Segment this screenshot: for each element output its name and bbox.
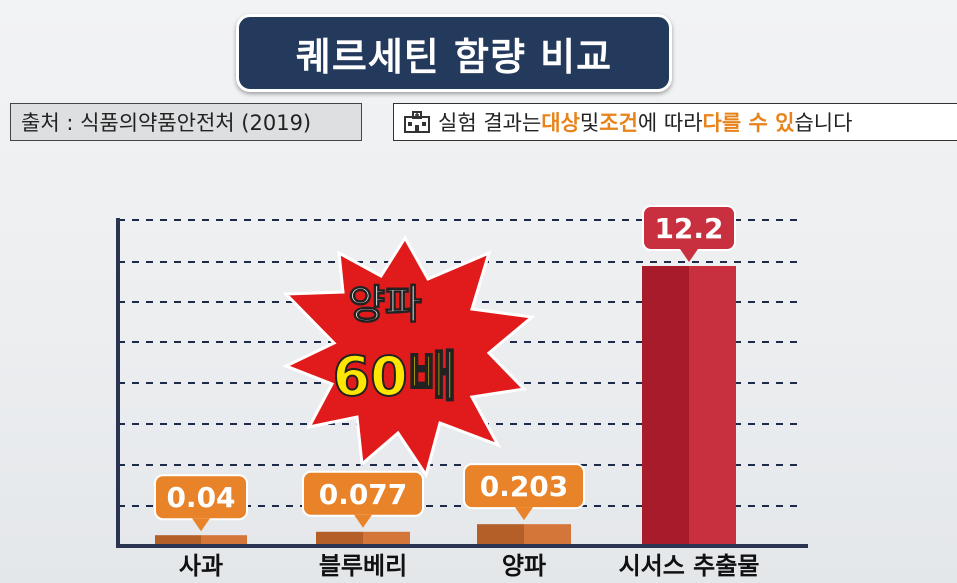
value-label: 0.077	[319, 478, 408, 511]
note-part: 실험 결과는	[438, 111, 542, 135]
note-part: 에 따라	[637, 111, 703, 135]
starburst-text-line2: 60배	[333, 345, 458, 408]
bar	[689, 266, 736, 544]
bar	[316, 531, 363, 544]
value-label: 12.2	[654, 212, 723, 245]
value-label-pointer	[680, 249, 698, 262]
source-label: 출처 : 식품의약품안전처 (2019)	[10, 103, 362, 141]
value-label-pointer	[354, 514, 372, 528]
value-label-pointer	[192, 518, 210, 532]
note-part-highlight: 조건	[599, 111, 638, 135]
value-label: 0.203	[480, 470, 569, 503]
value-label: 0.04	[166, 481, 235, 514]
note-part: 및	[579, 111, 600, 135]
note-part-highlight: 대상	[541, 111, 580, 135]
chart-title: 퀘르세틴 함량 비교	[236, 14, 672, 92]
bar	[642, 266, 689, 544]
starburst-text-line1: 양파	[348, 282, 422, 328]
bar	[201, 535, 247, 544]
category-label: 사과	[179, 552, 223, 580]
category-label: 시서스 추출물	[619, 552, 760, 580]
category-label: 블루베리	[319, 552, 407, 580]
disclaimer-note: 실험 결과는 대상 및 조건 에 따라 다를 수 있 습니다	[393, 103, 957, 141]
bar	[477, 524, 524, 544]
category-label: 양파	[502, 552, 546, 580]
value-label-pointer	[515, 507, 533, 521]
starburst-badge	[282, 235, 536, 479]
note-part: 습니다	[794, 111, 853, 135]
note-part-highlight: 다를 수 있	[702, 111, 795, 135]
bar	[524, 524, 571, 544]
bar	[363, 531, 410, 544]
hospital-icon	[404, 111, 430, 133]
bar	[155, 535, 201, 544]
